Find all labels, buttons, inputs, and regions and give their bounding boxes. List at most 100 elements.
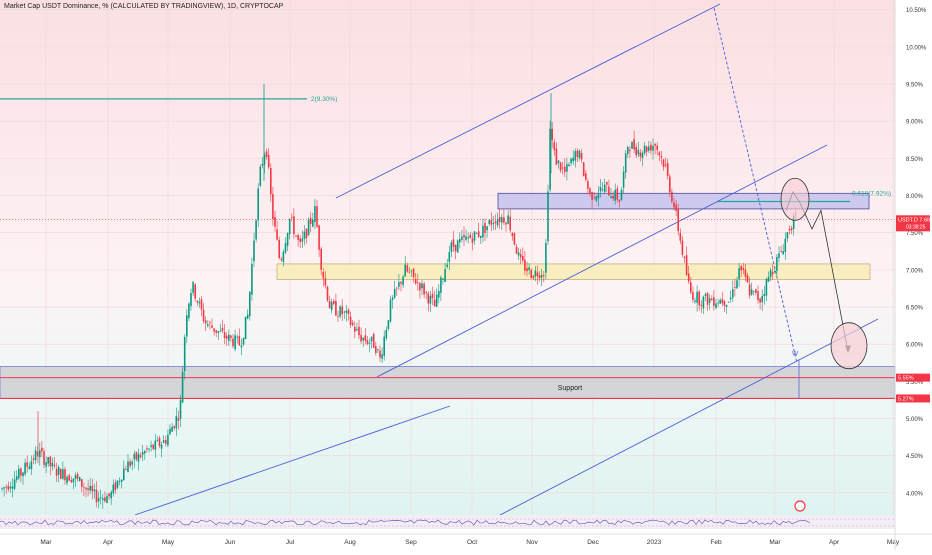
candle-body	[448, 252, 451, 262]
candle-body	[547, 191, 549, 242]
candle-body	[440, 277, 442, 293]
candle-body	[129, 461, 131, 467]
candle-body	[127, 461, 129, 473]
candle-body	[725, 304, 728, 307]
candle-body	[690, 282, 692, 293]
candle-body	[660, 156, 663, 158]
candle-body	[608, 186, 610, 196]
candle-body	[108, 493, 110, 497]
candle-body	[742, 268, 745, 270]
candle-body	[490, 220, 493, 225]
candle-body	[251, 263, 253, 295]
candle-body	[45, 462, 47, 467]
x-tick-label: Apr	[103, 539, 114, 546]
candle-body	[349, 316, 352, 325]
plot-background	[0, 0, 895, 515]
candle-body	[589, 188, 591, 194]
candle-body	[687, 273, 690, 282]
candle-body	[362, 337, 364, 341]
candle-body	[240, 345, 243, 348]
candle-body	[259, 166, 262, 186]
indicator-line	[0, 519, 811, 526]
y-tick-label: 4.00%	[906, 491, 924, 497]
candle-body	[782, 251, 784, 255]
candle-body	[713, 297, 715, 306]
candle-body	[482, 225, 484, 238]
candle-body	[194, 284, 196, 299]
candle-body	[624, 153, 627, 173]
candle-body	[249, 291, 251, 317]
candle-body	[95, 489, 98, 503]
candle-body	[503, 217, 505, 223]
candle-body	[433, 299, 436, 307]
x-tick-label: Oct	[467, 539, 477, 546]
candle-body	[139, 455, 142, 458]
candle-body	[692, 292, 694, 300]
candle-body	[3, 487, 5, 489]
candle-body	[769, 270, 772, 277]
price-tag-text: 5.55%	[898, 376, 914, 382]
candle-body	[429, 295, 432, 304]
candle-body	[261, 164, 264, 166]
candle-body	[64, 469, 66, 481]
candle-body	[696, 291, 698, 303]
candle-body	[219, 330, 222, 332]
candle-body	[274, 217, 276, 227]
candle-body	[559, 162, 562, 171]
candle-body	[635, 146, 637, 156]
candle-body	[51, 462, 54, 467]
y-tick-label: 9.00%	[906, 120, 924, 126]
candle-body	[41, 447, 43, 452]
candle-body	[694, 300, 696, 302]
candle-body	[746, 275, 749, 283]
candle-body	[706, 293, 709, 305]
candle-body	[740, 265, 742, 271]
candle-body	[221, 327, 224, 331]
candle-body	[757, 291, 759, 301]
candle-body	[167, 434, 169, 446]
candle-body	[198, 301, 201, 304]
candle-body	[28, 466, 31, 469]
candle-body	[15, 476, 18, 480]
candle-body	[20, 468, 22, 476]
candle-body	[507, 215, 509, 224]
candle-body	[118, 480, 121, 482]
candle-body	[446, 264, 448, 267]
candle-body	[196, 300, 199, 303]
candle-body	[788, 229, 791, 231]
candle-body	[723, 300, 726, 306]
candle-body	[414, 279, 417, 284]
candle-body	[314, 206, 316, 222]
candle-body	[116, 480, 119, 488]
zone-middle-zone	[276, 263, 871, 280]
candle-body	[375, 346, 377, 353]
candle-body	[89, 485, 91, 491]
candle-body	[43, 451, 45, 465]
y-tick-label: 5.00%	[906, 417, 924, 423]
candle-body	[78, 477, 81, 482]
candle-body	[303, 231, 306, 240]
candle-body	[343, 311, 346, 313]
candle-body	[618, 199, 621, 202]
candle-body	[601, 189, 604, 191]
candle-body	[175, 416, 178, 429]
x-tick-label: May	[887, 539, 900, 546]
candle-body	[368, 342, 371, 344]
candle-body	[267, 154, 270, 168]
candle-body	[732, 289, 734, 298]
candle-body	[270, 168, 272, 195]
candle-body	[711, 298, 713, 301]
candle-body	[70, 479, 73, 483]
candle-body	[677, 209, 679, 231]
candle-body	[456, 240, 459, 253]
candle-body	[305, 228, 308, 239]
candle-body	[404, 264, 406, 277]
candle-body	[244, 316, 247, 339]
candle-body	[498, 216, 501, 222]
candle-body	[204, 320, 207, 324]
candle-body	[85, 487, 87, 490]
candle-body	[144, 450, 146, 454]
candle-body	[612, 195, 614, 199]
